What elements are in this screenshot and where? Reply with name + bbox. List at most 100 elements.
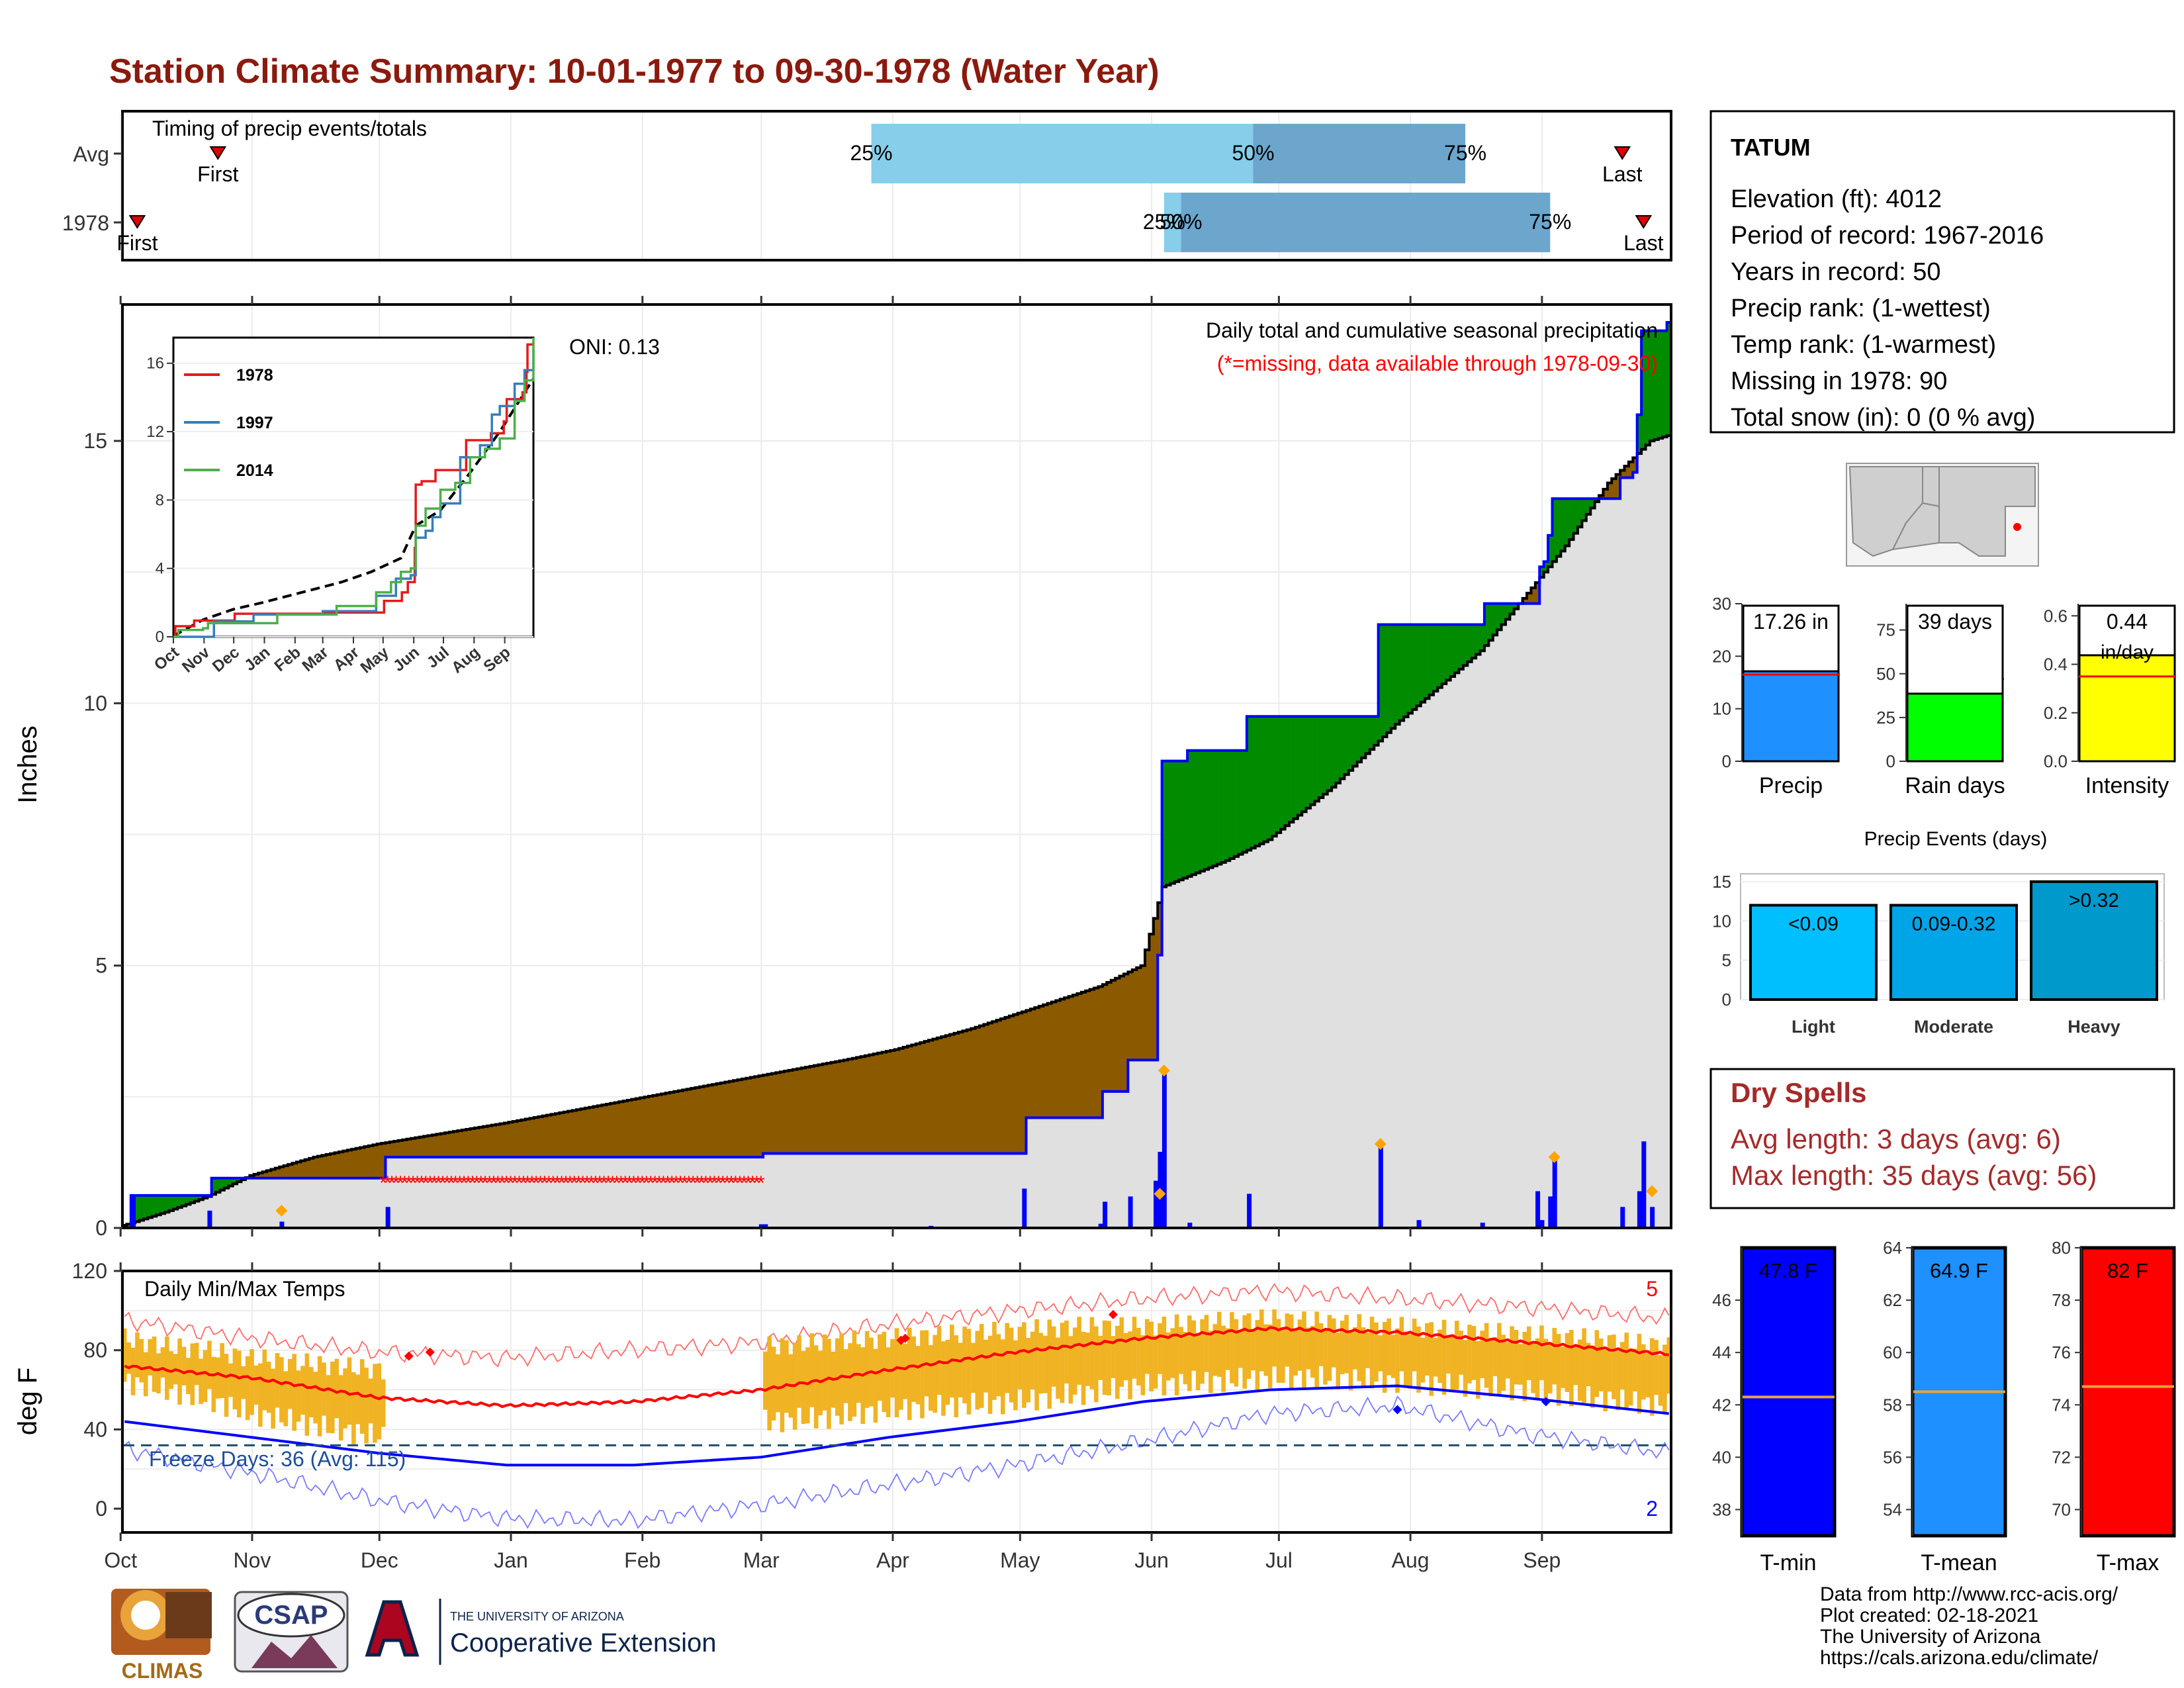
first-event-label: First [116,231,158,255]
cumulative-fill [292,1178,297,1228]
daily-temp-range-bar [220,1342,224,1399]
below-average-area [1620,470,1625,478]
cumulative-fill [410,1156,416,1228]
cumulative-fill [419,1156,424,1228]
daily-temp-range-bar [1633,1348,1637,1392]
timing-q75-label: 75% [1529,210,1571,234]
cumulative-fill [309,1178,314,1228]
above-average-area [1455,624,1460,673]
daily-temp-range-bar [1501,1335,1506,1391]
above-average-area [194,1195,199,1201]
cumulative-fill [712,1156,717,1228]
daily-temp-range-bar [232,1348,238,1410]
daily-temp-range-bar [1598,1338,1604,1391]
daily-temp-range-bar [1318,1323,1324,1366]
events-bar-label: <0.09 [1788,914,1839,935]
cumulative-fill [1234,856,1239,1228]
daily-temp-range-bar [1230,1312,1234,1383]
cumulative-fill [381,1178,387,1228]
station-line: Period of record: 1967-2016 [1731,222,2044,250]
cumulative-fill [1336,782,1341,1228]
below-average-area [920,1042,925,1154]
above-average-area [1429,624,1434,695]
cumulative-fill [1590,508,1596,1228]
cumulative-fill [1187,876,1193,1228]
daily-temp-range-bar [334,1358,340,1419]
record-event-marker [275,1204,288,1217]
cumulative-fill [1357,762,1362,1228]
cumulative-fill [929,1153,934,1228]
above-average-area [1353,716,1358,767]
cumulative-fill [593,1156,598,1228]
below-average-area [419,1137,424,1157]
below-average-area [869,1055,874,1154]
cumulative-fill [1297,815,1302,1228]
daily-temp-range-bar [300,1366,305,1415]
cumulative-fill [1471,658,1477,1228]
below-average-area [300,1160,306,1178]
below-average-area [1123,974,1128,1092]
below-average-area [500,1123,505,1157]
missing-data-marker: * [579,1172,587,1194]
below-average-area [1022,1011,1027,1154]
cumulative-fill [1107,1091,1112,1228]
daily-temp-range-bar [1492,1336,1498,1376]
daily-temp-range-bar [1556,1334,1561,1406]
missing-data-marker: * [651,1172,659,1194]
below-average-area [758,1076,764,1157]
cumulative-fill [322,1178,327,1228]
cumulative-fill [406,1156,412,1228]
cumulative-fill [729,1156,734,1228]
cumulative-fill [631,1156,637,1228]
daily-temp-range-bar [1412,1318,1417,1372]
missing-data-marker: * [604,1172,612,1194]
daily-temp-range-bar [330,1361,335,1434]
rain-days-bar [1906,692,2004,763]
cumulative-fill [1064,1117,1069,1228]
daily-precip-bar [279,1221,285,1228]
below-average-area [1030,1009,1035,1118]
cumulative-fill [1293,818,1298,1228]
precip-ytick-label: 15 [83,429,107,453]
above-average-area [1383,624,1388,737]
below-average-area [547,1115,552,1157]
station-line: Temp rank: (1-warmest) [1731,331,1996,359]
below-average-area [606,1103,611,1157]
cumulative-fill [521,1156,526,1228]
above-average-area [1336,716,1341,783]
cumulative-fill [424,1156,429,1228]
below-average-area [1047,1003,1052,1118]
missing-data-marker: * [753,1172,761,1194]
daily-temp-range-bar [1153,1335,1158,1389]
cumulative-fill [1433,691,1438,1228]
below-average-area [1136,967,1142,1060]
cumulative-fill [1285,825,1290,1228]
daily-temp-range-bar [1420,1337,1426,1383]
missing-data-marker: * [520,1172,527,1194]
cumulative-fill [1658,438,1663,1228]
cumulative-fill [1641,449,1647,1228]
inset-ytick-label: 8 [156,491,164,509]
cumulative-fill [338,1178,343,1228]
cumulative-fill [886,1153,891,1228]
missing-data-marker: * [655,1172,663,1194]
cumulative-fill [271,1178,276,1228]
cumulative-fill [568,1156,573,1228]
average-min-line [124,1384,1670,1467]
timing-q25-label: 25% [850,141,893,165]
below-average-area [568,1111,573,1157]
missing-data-marker: * [430,1172,438,1194]
missing-data-marker: * [447,1172,455,1194]
cumulative-fill [797,1153,802,1228]
below-average-area [1153,918,1158,1060]
missing-data-marker: * [426,1172,434,1194]
below-average-area [593,1106,598,1157]
above-average-area [1251,716,1256,849]
cumulative-fill [478,1156,484,1228]
daily-temp-range-bar [1289,1314,1294,1389]
station-name: TATUM [1731,134,1811,161]
daily-temp-range-bar [1246,1313,1251,1380]
cumulative-fill [1145,1060,1150,1228]
daily-temp-range-bar [933,1335,937,1413]
daily-temp-range-bar [1030,1331,1035,1389]
